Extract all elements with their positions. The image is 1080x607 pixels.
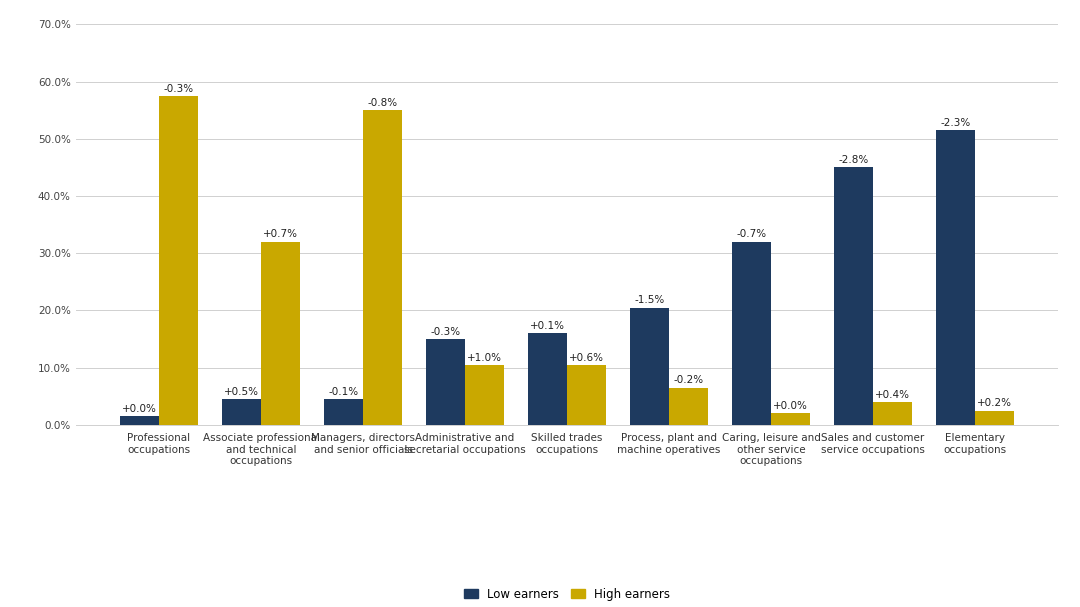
Legend: Low earners, High earners: Low earners, High earners bbox=[459, 583, 675, 606]
Text: -0.3%: -0.3% bbox=[163, 84, 193, 93]
Bar bbox=[669, 388, 707, 425]
Bar bbox=[936, 130, 975, 425]
Text: -0.7%: -0.7% bbox=[737, 229, 767, 240]
Text: +0.5%: +0.5% bbox=[225, 387, 259, 397]
Text: +1.0%: +1.0% bbox=[467, 353, 502, 362]
Bar bbox=[465, 365, 503, 425]
Text: -0.8%: -0.8% bbox=[367, 98, 397, 108]
Text: -0.2%: -0.2% bbox=[673, 375, 703, 385]
Text: +0.6%: +0.6% bbox=[569, 353, 604, 362]
Bar bbox=[567, 365, 606, 425]
Text: +0.2%: +0.2% bbox=[976, 398, 1012, 409]
Bar bbox=[631, 308, 669, 425]
Bar bbox=[834, 168, 873, 425]
Bar bbox=[732, 242, 771, 425]
Text: -2.3%: -2.3% bbox=[941, 118, 971, 128]
Text: +0.7%: +0.7% bbox=[262, 229, 298, 240]
Text: +0.1%: +0.1% bbox=[530, 321, 565, 331]
Bar bbox=[873, 402, 912, 425]
Bar bbox=[528, 333, 567, 425]
Text: +0.0%: +0.0% bbox=[122, 404, 157, 414]
Text: +0.0%: +0.0% bbox=[773, 401, 808, 411]
Bar bbox=[975, 410, 1014, 425]
Bar bbox=[771, 413, 810, 425]
Bar bbox=[222, 399, 261, 425]
Text: -0.1%: -0.1% bbox=[328, 387, 359, 397]
Bar bbox=[261, 242, 300, 425]
Text: -0.3%: -0.3% bbox=[431, 327, 461, 337]
Text: +0.4%: +0.4% bbox=[875, 390, 909, 400]
Bar bbox=[120, 416, 159, 425]
Bar bbox=[427, 339, 465, 425]
Bar bbox=[363, 110, 402, 425]
Bar bbox=[324, 399, 363, 425]
Text: -1.5%: -1.5% bbox=[634, 295, 664, 305]
Bar bbox=[159, 96, 198, 425]
Text: -2.8%: -2.8% bbox=[838, 155, 868, 165]
